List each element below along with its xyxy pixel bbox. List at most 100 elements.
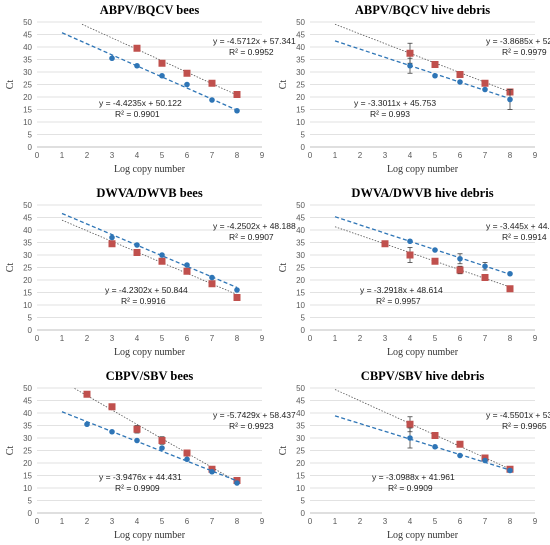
x-tick-label: 1 bbox=[60, 151, 65, 160]
x-tick-label: 7 bbox=[210, 517, 215, 526]
data-point-blue bbox=[159, 252, 165, 258]
y-tick-label: 45 bbox=[296, 397, 305, 406]
y-tick-label: 30 bbox=[23, 68, 32, 77]
chart-title: ABPV/BQCV hive debris bbox=[355, 3, 490, 17]
data-point-blue bbox=[184, 456, 190, 463]
x-tick-label: 0 bbox=[35, 151, 40, 160]
data-point-blue bbox=[109, 428, 115, 435]
y-tick-label: 0 bbox=[301, 326, 306, 335]
equation-label: y = -4.5501x + 53.967 bbox=[486, 410, 550, 420]
x-tick-label: 4 bbox=[408, 517, 413, 526]
x-axis-label: Log copy number bbox=[387, 347, 459, 358]
y-tick-label: 40 bbox=[23, 43, 32, 52]
y-tick-label: 5 bbox=[301, 314, 306, 323]
equation-label: y = -3.0988x + 41.961 bbox=[372, 472, 455, 482]
data-point-red bbox=[133, 425, 141, 433]
data-point-blue bbox=[134, 437, 140, 444]
x-tick-label: 9 bbox=[260, 151, 265, 160]
x-tick-label: 5 bbox=[160, 151, 165, 160]
data-point-blue bbox=[159, 445, 165, 451]
y-tick-label: 20 bbox=[296, 276, 305, 285]
x-tick-label: 8 bbox=[235, 334, 240, 343]
x-tick-label: 1 bbox=[60, 517, 65, 526]
trendline-blue bbox=[61, 411, 238, 482]
r-squared-label: R² = 0.9957 bbox=[376, 296, 421, 306]
y-tick-label: 40 bbox=[296, 43, 305, 52]
y-tick-label: 30 bbox=[23, 251, 32, 260]
x-tick-label: 1 bbox=[333, 517, 338, 526]
x-axis-label: Log copy number bbox=[114, 530, 186, 541]
y-tick-label: 25 bbox=[23, 447, 32, 456]
r-squared-label: R² = 0.9965 bbox=[502, 421, 547, 431]
data-point-blue bbox=[432, 247, 438, 253]
data-point-blue bbox=[209, 274, 215, 281]
chart-title: ABPV/BQCV bees bbox=[100, 3, 200, 17]
data-point-red bbox=[133, 44, 141, 52]
y-tick-label: 5 bbox=[28, 314, 33, 323]
x-tick-label: 1 bbox=[333, 151, 338, 160]
trendline-red bbox=[334, 23, 511, 93]
y-axis-label: Ct bbox=[278, 263, 289, 273]
data-point-red bbox=[233, 91, 241, 98]
r-squared-label: R² = 0.9909 bbox=[115, 483, 160, 493]
x-tick-label: 6 bbox=[185, 517, 190, 526]
r-squared-label: R² = 0.993 bbox=[370, 109, 410, 119]
y-tick-label: 50 bbox=[296, 201, 305, 210]
data-point-red bbox=[431, 61, 439, 68]
equation-label: y = -4.2302x + 50.844 bbox=[105, 285, 188, 295]
x-tick-label: 9 bbox=[533, 334, 538, 343]
y-tick-label: 35 bbox=[296, 422, 305, 431]
trendline-red bbox=[334, 226, 511, 288]
y-tick-label: 15 bbox=[296, 289, 305, 298]
r-squared-label: R² = 0.9979 bbox=[502, 47, 547, 57]
x-axis-label: Log copy number bbox=[114, 164, 186, 175]
data-point-red bbox=[183, 69, 191, 77]
y-tick-label: 0 bbox=[28, 326, 33, 335]
y-tick-label: 35 bbox=[23, 56, 32, 65]
x-tick-label: 4 bbox=[135, 151, 140, 160]
x-tick-label: 3 bbox=[110, 151, 115, 160]
y-tick-label: 10 bbox=[23, 301, 32, 310]
r-squared-label: R² = 0.9907 bbox=[229, 232, 274, 242]
y-tick-label: 50 bbox=[23, 18, 32, 27]
chart-title: CBPV/SBV hive debris bbox=[361, 369, 485, 383]
x-tick-label: 7 bbox=[483, 334, 488, 343]
data-point-blue bbox=[234, 287, 240, 293]
data-point-blue bbox=[457, 452, 463, 459]
data-point-red bbox=[108, 403, 116, 411]
x-tick-label: 0 bbox=[308, 334, 313, 343]
y-tick-label: 45 bbox=[23, 214, 32, 223]
y-axis-label: Ct bbox=[278, 80, 289, 90]
data-point-blue bbox=[407, 62, 413, 69]
data-point-blue bbox=[159, 72, 165, 79]
x-tick-label: 6 bbox=[185, 334, 190, 343]
y-tick-label: 30 bbox=[296, 434, 305, 443]
y-tick-label: 5 bbox=[28, 497, 33, 506]
y-tick-label: 45 bbox=[23, 31, 32, 40]
x-tick-label: 6 bbox=[185, 151, 190, 160]
y-tick-label: 15 bbox=[23, 106, 32, 115]
chart-title: CBPV/SBV bees bbox=[106, 369, 194, 383]
x-tick-label: 3 bbox=[383, 334, 388, 343]
data-point-blue bbox=[507, 270, 513, 277]
y-tick-label: 0 bbox=[28, 143, 33, 152]
chart-panel-2: ABPV/BQCV hive debris0510152025303540455… bbox=[278, 3, 550, 175]
equation-label: y = -3.2918x + 48.614 bbox=[360, 285, 443, 295]
data-point-blue bbox=[482, 457, 488, 464]
x-tick-label: 0 bbox=[35, 334, 40, 343]
equation-label: y = -3.9476x + 44.431 bbox=[99, 472, 182, 482]
y-tick-label: 10 bbox=[296, 118, 305, 127]
x-tick-label: 9 bbox=[260, 517, 265, 526]
y-tick-label: 45 bbox=[296, 31, 305, 40]
x-tick-label: 4 bbox=[408, 334, 413, 343]
x-tick-label: 3 bbox=[383, 151, 388, 160]
x-tick-label: 2 bbox=[85, 334, 90, 343]
equation-label: y = -5.7429x + 58.437 bbox=[213, 410, 296, 420]
data-point-blue bbox=[209, 468, 215, 475]
x-tick-label: 8 bbox=[235, 517, 240, 526]
y-tick-label: 50 bbox=[296, 384, 305, 393]
y-tick-label: 30 bbox=[23, 434, 32, 443]
